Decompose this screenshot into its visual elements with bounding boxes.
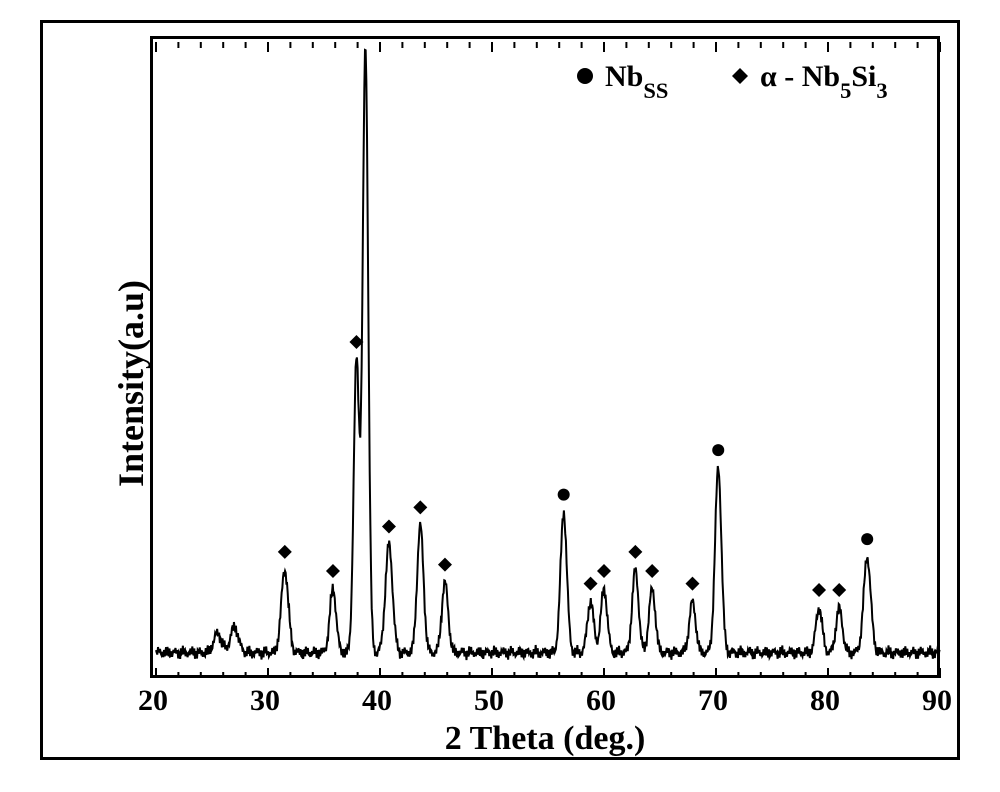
plot-area [150, 36, 940, 678]
circle-marker-icon [861, 533, 873, 545]
diamond-marker-icon [812, 583, 826, 597]
legend-item: α - Nb5Si3 [730, 60, 888, 99]
diamond-marker-icon [730, 66, 760, 86]
legend-item: NbSS [575, 60, 668, 99]
diamond-marker-icon [685, 577, 699, 591]
diamond-marker-icon [628, 545, 642, 559]
legend-label: α - Nb5Si3 [760, 60, 888, 99]
x-tick-label: 40 [362, 684, 392, 718]
x-tick-label: 90 [922, 684, 952, 718]
diamond-marker-icon [438, 558, 452, 572]
diamond-marker-icon [584, 577, 598, 591]
circle-marker-icon [575, 66, 605, 86]
x-tick-label: 30 [250, 684, 280, 718]
diamond-marker-icon [382, 519, 396, 533]
legend-label: NbSS [605, 60, 668, 99]
diamond-marker-icon [832, 583, 846, 597]
x-axis-label: 2 Theta (deg.) [445, 720, 646, 758]
circle-marker-icon [558, 489, 570, 501]
diamond-marker-icon [278, 545, 292, 559]
diamond-marker-icon [645, 564, 659, 578]
x-tick-label: 80 [810, 684, 840, 718]
circle-marker-icon [712, 444, 724, 456]
xrd-svg [153, 39, 943, 681]
y-axis-label: Intensity(a.u) [110, 280, 152, 487]
diamond-marker-icon [413, 500, 427, 514]
xrd-curve [156, 50, 940, 660]
x-tick-label: 60 [586, 684, 616, 718]
x-tick-label: 50 [474, 684, 504, 718]
x-tick-label: 20 [138, 684, 168, 718]
diamond-marker-icon [326, 564, 340, 578]
x-tick-label: 70 [698, 684, 728, 718]
diamond-marker-icon [597, 564, 611, 578]
